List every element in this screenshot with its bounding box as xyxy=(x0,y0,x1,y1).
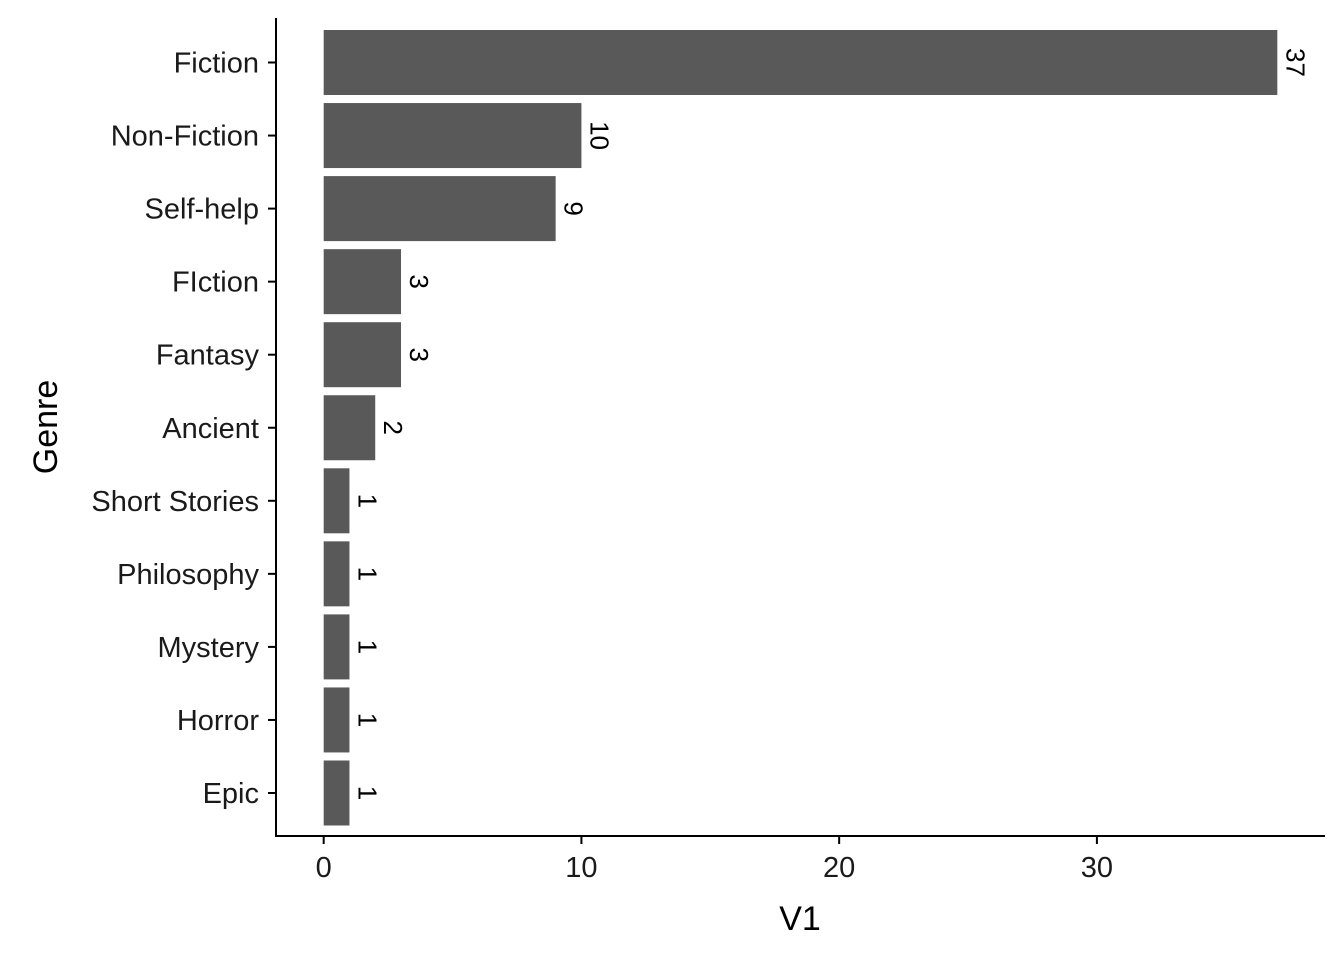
data-label-non-fiction: 10 xyxy=(584,121,614,150)
data-label-fiction: 3 xyxy=(404,274,434,288)
y-tick-label-philosophy: Philosophy xyxy=(117,559,259,591)
y-tick-label-horror: Horror xyxy=(177,705,260,737)
data-label-mystery: 1 xyxy=(352,640,382,654)
bars-group xyxy=(323,30,1278,826)
data-label-fantasy: 3 xyxy=(404,347,434,361)
data-label-philosophy: 1 xyxy=(352,567,382,581)
data-label-short-stories: 1 xyxy=(352,494,382,508)
bar-non-fiction xyxy=(323,103,582,169)
x-tick-label-0: 0 xyxy=(316,852,332,884)
y-tick-label-mystery: Mystery xyxy=(158,632,260,664)
y-tick-label-ancient: Ancient xyxy=(162,413,259,445)
y-tick-label-non-fiction: Non-Fiction xyxy=(111,121,259,153)
x-tick-label-30: 30 xyxy=(1081,852,1113,884)
y-axis-ticks: Fiction Non-Fiction Self-help FIction Fantas… xyxy=(91,48,276,810)
data-label-self-help: 9 xyxy=(559,201,589,215)
x-axis-ticks: 0 10 20 30 xyxy=(316,836,1113,884)
bar-fiction xyxy=(323,249,402,315)
bar-epic xyxy=(323,760,350,826)
bar-ancient xyxy=(323,395,376,461)
y-tick-label-fiction: Fiction xyxy=(174,48,259,80)
y-tick-label-self-help: Self-help xyxy=(145,194,259,226)
y-tick-label-fiction: FIction xyxy=(172,267,259,299)
data-label-horror: 1 xyxy=(352,713,382,727)
y-tick-label-short-stories: Short Stories xyxy=(91,486,259,518)
x-tick-label-20: 20 xyxy=(823,852,855,884)
bar-fiction xyxy=(323,30,1278,95)
data-labels-group: 37 10 9 3 3 2 1 1 1 1 1 xyxy=(352,48,1310,800)
bar-horror xyxy=(323,687,350,753)
data-label-epic: 1 xyxy=(352,786,382,800)
bar-mystery xyxy=(323,614,350,680)
x-tick-label-10: 10 xyxy=(565,852,597,884)
bar-short-stories xyxy=(323,468,350,534)
y-tick-label-epic: Epic xyxy=(203,778,259,810)
y-axis-title: Genre xyxy=(27,380,65,475)
bar-philosophy xyxy=(323,541,350,607)
bar-fantasy xyxy=(323,322,402,388)
x-axis-title: V1 xyxy=(779,900,821,938)
y-tick-label-fantasy: Fantasy xyxy=(156,340,260,372)
data-label-ancient: 2 xyxy=(378,421,408,435)
data-label-fiction: 37 xyxy=(1280,48,1310,77)
bar-self-help xyxy=(323,176,556,242)
